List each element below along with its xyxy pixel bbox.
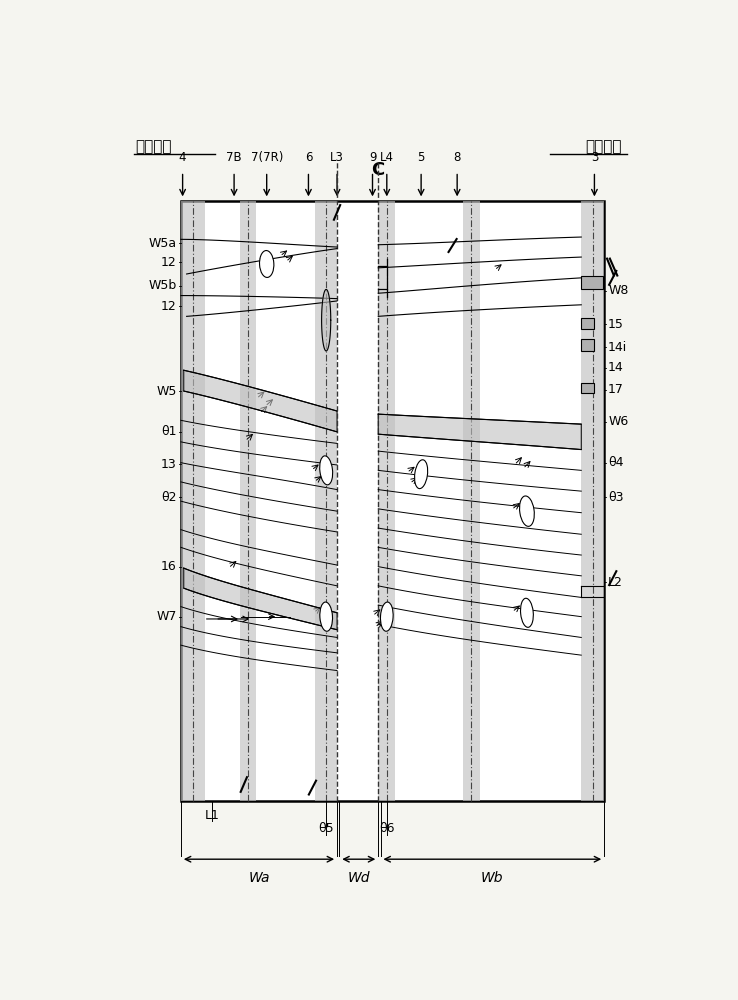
Polygon shape: [184, 370, 337, 432]
Bar: [582, 318, 594, 329]
Text: L3: L3: [330, 151, 344, 164]
Text: 12: 12: [161, 256, 177, 269]
Bar: [181, 201, 205, 801]
Ellipse shape: [320, 456, 333, 485]
Text: 16: 16: [161, 560, 177, 573]
Text: L4: L4: [380, 151, 394, 164]
Polygon shape: [184, 568, 337, 630]
Ellipse shape: [520, 598, 534, 627]
Text: 14: 14: [608, 361, 624, 374]
Bar: [582, 276, 603, 289]
Text: W5: W5: [156, 385, 177, 398]
Text: 15: 15: [608, 318, 624, 331]
Ellipse shape: [381, 602, 393, 631]
Text: 4: 4: [179, 151, 187, 164]
Ellipse shape: [520, 496, 534, 526]
Bar: [582, 383, 594, 393]
Polygon shape: [379, 414, 582, 450]
Bar: [315, 201, 337, 801]
Polygon shape: [322, 289, 331, 351]
Text: 车辆内侧: 车辆内侧: [135, 139, 172, 154]
Text: Wb: Wb: [481, 871, 503, 885]
Ellipse shape: [320, 603, 332, 630]
Bar: [181, 201, 604, 801]
Text: W8: W8: [608, 284, 629, 297]
Text: L2: L2: [608, 576, 623, 588]
Bar: [379, 201, 396, 801]
Text: 12: 12: [161, 300, 177, 313]
Text: L1: L1: [205, 809, 220, 822]
Bar: [582, 201, 604, 801]
Ellipse shape: [415, 460, 428, 489]
Text: 9: 9: [369, 151, 376, 164]
Text: Wa: Wa: [248, 871, 269, 885]
Text: W5b: W5b: [148, 279, 177, 292]
Bar: [463, 201, 480, 801]
Text: 6: 6: [305, 151, 312, 164]
Text: 7B: 7B: [227, 151, 242, 164]
Text: W5a: W5a: [149, 237, 177, 250]
Text: 17: 17: [608, 383, 624, 396]
Text: W7: W7: [156, 610, 177, 623]
Text: 5: 5: [418, 151, 425, 164]
Text: θ4: θ4: [608, 456, 624, 469]
Text: W6: W6: [608, 415, 628, 428]
Text: 7(7R): 7(7R): [250, 151, 283, 164]
Text: θ6: θ6: [379, 822, 395, 835]
Text: θ1: θ1: [162, 425, 177, 438]
Text: θ2: θ2: [162, 491, 177, 504]
Bar: [582, 339, 594, 351]
Text: 3: 3: [590, 151, 598, 164]
Bar: [240, 201, 256, 801]
Text: Wd: Wd: [348, 871, 370, 885]
Text: θ3: θ3: [608, 491, 624, 504]
Text: 14i: 14i: [608, 341, 627, 354]
Ellipse shape: [260, 251, 274, 277]
Text: 8: 8: [453, 151, 461, 164]
Text: C: C: [372, 161, 384, 179]
Ellipse shape: [320, 602, 333, 631]
Text: θ5: θ5: [318, 822, 334, 835]
Text: 13: 13: [161, 458, 177, 471]
Text: 车辆外侧: 车辆外侧: [584, 139, 621, 154]
